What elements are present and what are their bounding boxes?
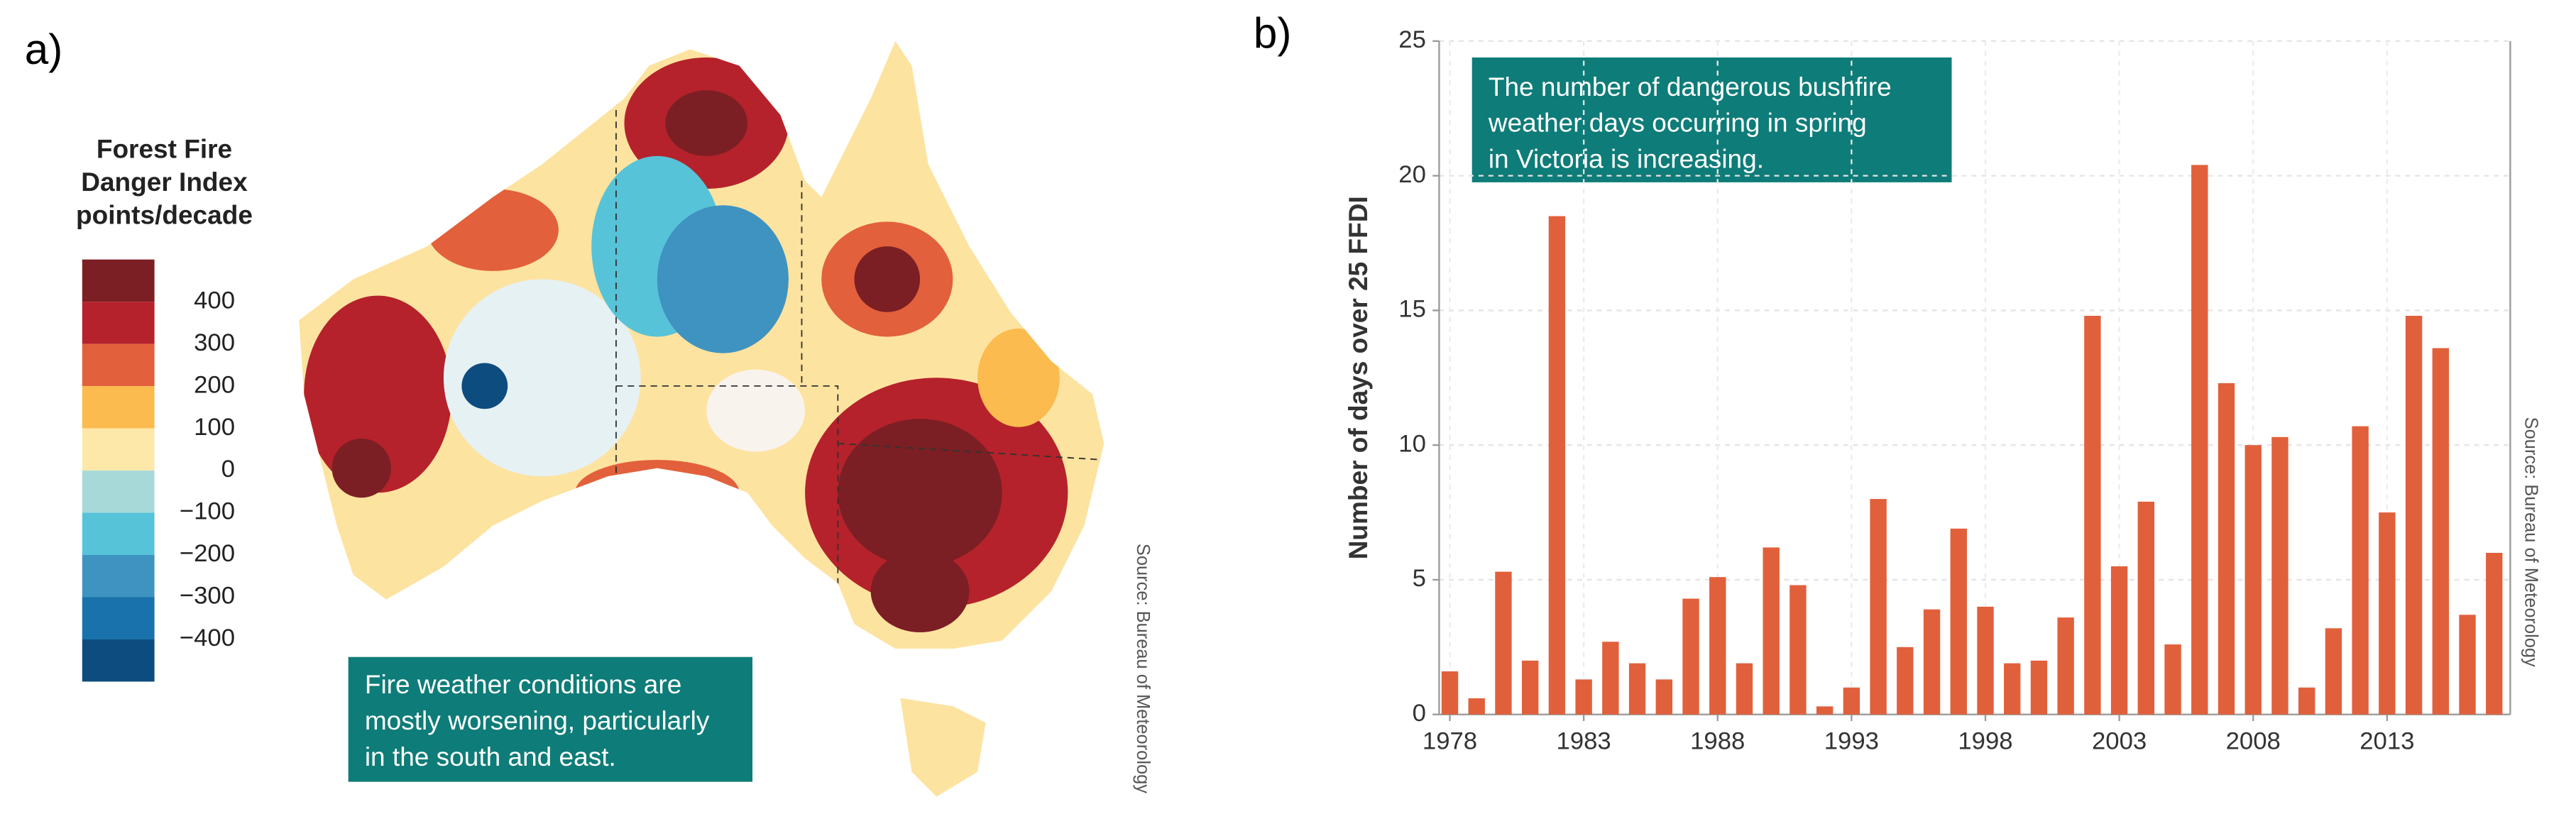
annotation-box xyxy=(1471,57,1952,182)
annotation-text: Fire weather conditions are xyxy=(365,669,681,699)
legend-swatch xyxy=(82,428,155,471)
legend-label: −100 xyxy=(180,498,235,525)
x-tick-label: 1998 xyxy=(1958,727,2012,754)
bar xyxy=(2432,348,2449,715)
bar xyxy=(2352,426,2369,715)
annotation-box xyxy=(348,656,753,782)
bar xyxy=(2459,615,2476,715)
x-tick-label: 1983 xyxy=(1557,727,1611,754)
bar xyxy=(1575,679,1592,715)
y-tick-label: 20 xyxy=(1398,161,1426,188)
bar xyxy=(2137,501,2155,715)
bar xyxy=(2030,660,2048,715)
y-tick-label: 5 xyxy=(1413,565,1426,592)
legend-swatch xyxy=(82,639,155,682)
bar xyxy=(1977,606,1994,715)
bar xyxy=(1682,598,1699,715)
legend-swatch xyxy=(82,386,155,429)
bar xyxy=(1843,687,1860,715)
legend-label: 0 xyxy=(221,456,235,483)
bar xyxy=(1548,216,1566,715)
annotation-text: weather days occurring in spring xyxy=(1488,108,1867,138)
x-tick-label: 2003 xyxy=(2092,727,2147,754)
y-tick-label: 0 xyxy=(1413,700,1426,727)
legend-label: −400 xyxy=(180,625,235,651)
annotation-text: in Victoria is increasing. xyxy=(1489,144,1764,174)
bar xyxy=(1468,698,1485,715)
bar xyxy=(2379,512,2396,715)
bar xyxy=(1790,585,1807,715)
legend-title: Danger Index xyxy=(81,167,248,197)
bar xyxy=(1709,577,1726,715)
x-tick-label: 1993 xyxy=(1824,727,1879,754)
legend-label: 400 xyxy=(194,287,235,314)
legend-title: Forest Fire xyxy=(97,134,232,164)
bar xyxy=(1441,671,1459,715)
bar xyxy=(1897,647,1914,715)
bar xyxy=(2245,445,2262,715)
legend-swatch xyxy=(82,555,155,598)
state-borders xyxy=(615,98,1105,641)
bar xyxy=(2110,566,2128,715)
bar xyxy=(1736,663,1753,715)
x-tick-label: 2008 xyxy=(2226,727,2281,754)
legend-title: points/decade xyxy=(76,199,253,229)
bar xyxy=(2004,663,2021,715)
legend-swatch xyxy=(82,259,155,302)
bar xyxy=(1923,609,1941,715)
bar xyxy=(2218,383,2235,715)
legend-label: −200 xyxy=(180,540,235,567)
legend-swatch xyxy=(82,343,155,387)
y-axis-label: Number of days over 25 FFDI xyxy=(1343,196,1373,559)
panel-label: a) xyxy=(25,26,63,73)
bar xyxy=(2271,436,2289,715)
legend-label: 100 xyxy=(194,414,235,441)
bar xyxy=(1870,499,1887,715)
legend-label: 200 xyxy=(194,371,235,398)
bar xyxy=(2486,553,2503,715)
bar xyxy=(2084,316,2101,715)
legend-swatch xyxy=(82,512,155,556)
bar xyxy=(1655,679,1672,715)
y-tick-label: 15 xyxy=(1398,296,1426,323)
bar xyxy=(1495,571,1512,715)
x-tick-label: 1978 xyxy=(1423,727,1477,754)
bar xyxy=(1950,528,1967,715)
bar xyxy=(1816,706,1834,715)
legend-swatch xyxy=(82,597,155,639)
x-tick-label: 1988 xyxy=(1690,727,1745,754)
legend-swatch xyxy=(82,471,155,513)
bar xyxy=(2191,165,2208,715)
panel-label: b) xyxy=(1254,9,1292,57)
y-tick-label: 25 xyxy=(1398,26,1426,53)
bar xyxy=(1602,642,1619,715)
annotation-text: in the south and east. xyxy=(365,742,616,771)
bar xyxy=(1763,547,1780,715)
bar xyxy=(2164,644,2181,715)
bar xyxy=(1521,660,1539,715)
x-tick-label: 2013 xyxy=(2359,727,2414,754)
legend-label: −300 xyxy=(180,583,235,610)
bar xyxy=(2057,617,2074,715)
annotation-text: mostly worsening, particularly xyxy=(365,705,710,735)
bar xyxy=(2405,316,2423,715)
bar xyxy=(2298,687,2315,715)
legend-swatch xyxy=(82,302,155,344)
y-tick-label: 10 xyxy=(1398,430,1426,457)
legend-label: 300 xyxy=(194,329,235,356)
bar xyxy=(1628,663,1646,715)
source: Source: Bureau of Meteorology xyxy=(2521,417,2541,667)
bar xyxy=(2325,628,2342,715)
source: Source: Bureau of Meteorology xyxy=(1133,544,1153,793)
annotation-text: The number of dangerous bushfire xyxy=(1489,72,1892,101)
